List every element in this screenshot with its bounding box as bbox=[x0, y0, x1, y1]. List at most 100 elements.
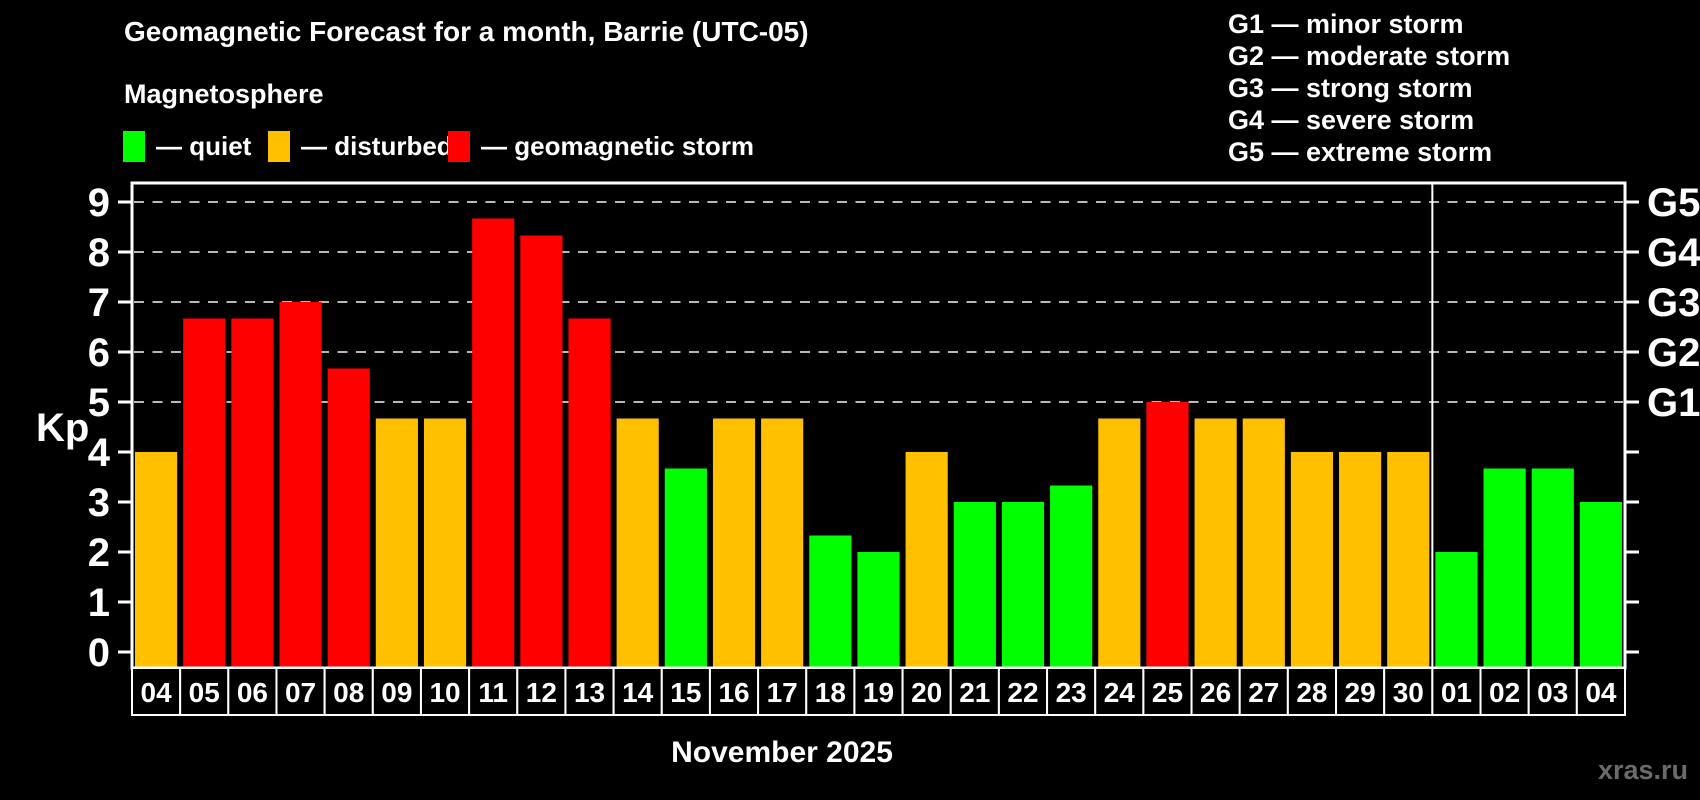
day-label-22: 22 bbox=[1007, 677, 1038, 708]
day-label-04: 04 bbox=[141, 677, 173, 708]
day-label-13: 13 bbox=[574, 677, 605, 708]
bar-nov-22 bbox=[1001, 502, 1045, 668]
day-label-26: 26 bbox=[1200, 677, 1231, 708]
legend-label: — quiet bbox=[156, 131, 252, 161]
bar-dec-04 bbox=[1579, 502, 1622, 668]
day-cell bbox=[805, 667, 856, 716]
y-tick-label-4: 4 bbox=[88, 431, 111, 475]
bar-nov-19 bbox=[857, 552, 900, 668]
bar-nov-04 bbox=[135, 452, 178, 668]
day-label-15: 15 bbox=[670, 677, 701, 708]
day-label-14: 14 bbox=[622, 677, 654, 708]
chart-subtitle: Magnetosphere bbox=[124, 79, 324, 109]
legend-item-quiet: — quiet bbox=[123, 130, 251, 163]
bar-nov-12 bbox=[520, 235, 563, 668]
y-tick-label-7: 7 bbox=[88, 281, 110, 325]
bar-nov-06 bbox=[231, 318, 274, 668]
storm-color-swatch bbox=[448, 131, 470, 162]
bar-nov-09 bbox=[375, 418, 418, 668]
bar-nov-21 bbox=[953, 502, 996, 668]
g-scale-legend-line: G4 — severe storm bbox=[1228, 105, 1475, 135]
watermark: xras.ru bbox=[1597, 755, 1688, 785]
bar-nov-15 bbox=[664, 468, 707, 668]
day-label-11: 11 bbox=[478, 677, 508, 708]
day-cell bbox=[1575, 667, 1627, 716]
bar-nov-11 bbox=[472, 218, 515, 668]
bar-nov-10 bbox=[423, 418, 467, 668]
g-scale-legend-line: G1 — minor storm bbox=[1228, 9, 1464, 39]
legend-item-disturbed: — disturbed bbox=[268, 130, 453, 163]
day-label-28: 28 bbox=[1296, 677, 1327, 708]
quiet-color-swatch bbox=[123, 131, 145, 162]
day-cell bbox=[1479, 667, 1530, 716]
g-scale-legend-line: G5 — extreme storm bbox=[1228, 137, 1493, 167]
day-label-05: 05 bbox=[189, 677, 220, 708]
g-axis-label-G4: G4 bbox=[1647, 231, 1700, 275]
g-scale-legend-line: G2 — moderate storm bbox=[1228, 41, 1511, 71]
disturbed-color-swatch bbox=[268, 131, 290, 162]
day-label-12: 12 bbox=[526, 677, 557, 708]
day-cell bbox=[1383, 667, 1434, 716]
y-tick-label-3: 3 bbox=[88, 481, 110, 525]
y-tick-label-8: 8 bbox=[88, 231, 110, 275]
y-tick-label-9: 9 bbox=[88, 181, 110, 225]
day-label-07: 07 bbox=[285, 677, 316, 708]
bar-nov-28 bbox=[1290, 452, 1334, 668]
day-label-16: 16 bbox=[718, 677, 749, 708]
day-label-04: 04 bbox=[1585, 677, 1617, 708]
bar-nov-07 bbox=[279, 302, 322, 668]
day-cell bbox=[131, 667, 182, 716]
g-axis-label-G5: G5 bbox=[1647, 181, 1700, 225]
day-cell bbox=[612, 667, 663, 716]
day-label-19: 19 bbox=[863, 677, 894, 708]
day-cell bbox=[1190, 667, 1241, 716]
bar-nov-14 bbox=[616, 418, 659, 668]
bar-nov-29 bbox=[1339, 452, 1382, 668]
y-tick-label-6: 6 bbox=[88, 331, 110, 375]
legend-label: — disturbed bbox=[301, 131, 453, 161]
day-cell bbox=[1431, 667, 1482, 716]
bar-nov-13 bbox=[568, 318, 611, 668]
bar-dec-03 bbox=[1531, 468, 1574, 668]
bar-nov-08 bbox=[327, 368, 370, 668]
day-cell bbox=[901, 667, 952, 716]
day-label-29: 29 bbox=[1345, 677, 1376, 708]
y-tick-label-0: 0 bbox=[88, 631, 110, 675]
g-axis-label-G2: G2 bbox=[1647, 331, 1700, 375]
month-label: November 2025 bbox=[671, 736, 893, 769]
day-cell bbox=[853, 667, 904, 716]
bar-dec-01 bbox=[1435, 552, 1478, 668]
day-label-03: 03 bbox=[1537, 677, 1568, 708]
day-label-10: 10 bbox=[429, 677, 460, 708]
legend-label: — geomagnetic storm bbox=[481, 131, 755, 161]
day-cell bbox=[757, 667, 808, 716]
bar-dec-02 bbox=[1483, 468, 1526, 668]
bar-nov-26 bbox=[1194, 418, 1237, 668]
g-axis-label-G1: G1 bbox=[1647, 381, 1700, 425]
day-cell bbox=[323, 667, 374, 716]
day-cell bbox=[275, 667, 326, 716]
day-label-09: 09 bbox=[381, 677, 412, 708]
bar-nov-25 bbox=[1146, 402, 1189, 668]
day-cell bbox=[1046, 667, 1097, 716]
day-cell bbox=[708, 667, 760, 716]
g-scale-legend-line: G3 — strong storm bbox=[1228, 73, 1473, 103]
bar-nov-17 bbox=[761, 418, 804, 668]
day-label-25: 25 bbox=[1152, 677, 1183, 708]
day-label-27: 27 bbox=[1248, 677, 1279, 708]
y-tick-label-5: 5 bbox=[88, 381, 110, 425]
chart-title: Geomagnetic Forecast for a month, Barrie… bbox=[124, 16, 809, 47]
y-tick-label-1: 1 bbox=[88, 581, 110, 625]
day-label-18: 18 bbox=[815, 677, 846, 708]
bar-nov-05 bbox=[183, 318, 226, 668]
day-label-30: 30 bbox=[1393, 677, 1424, 708]
g-scale-legend: G1 — minor storm G2 — moderate storm G3 — … bbox=[1228, 8, 1510, 168]
day-label-23: 23 bbox=[1056, 677, 1087, 708]
day-label-21: 21 bbox=[959, 677, 990, 708]
bar-nov-20 bbox=[905, 452, 948, 668]
y-axis-label: Kp bbox=[36, 406, 90, 450]
bar-nov-23 bbox=[1050, 485, 1093, 668]
day-label-01: 01 bbox=[1441, 677, 1472, 708]
